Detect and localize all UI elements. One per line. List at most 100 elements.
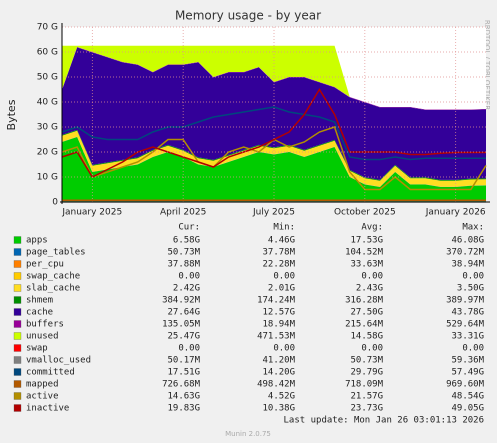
y-tick-label: 0 xyxy=(52,198,58,208)
legend-stat: 471.53M xyxy=(257,332,296,342)
legend-swatch xyxy=(13,320,22,328)
legend-swatch xyxy=(13,380,22,388)
legend-header: Avg: xyxy=(361,223,383,233)
legend-label: inactive xyxy=(26,404,69,414)
legend-swatch xyxy=(13,284,22,292)
legend-stat: 22.28M xyxy=(262,260,295,270)
y-tick-label: 40 G xyxy=(37,98,58,108)
x-tick-label: January 2026 xyxy=(425,208,486,218)
legend-stat: 29.79G xyxy=(350,368,383,378)
legend-stat: 46.08G xyxy=(451,236,484,246)
legend-stat: 498.42M xyxy=(257,380,296,390)
legend-stat: 0.00 xyxy=(462,272,484,282)
legend-stat: 50.73M xyxy=(167,248,200,258)
line xyxy=(61,88,486,178)
legend-swatch xyxy=(13,236,22,244)
legend-stat: 0.00 xyxy=(273,272,295,282)
legend-label: buffers xyxy=(26,320,64,330)
legend-stat: 3.50G xyxy=(457,284,484,294)
legend-label: committed xyxy=(26,368,75,378)
legend-stat: 135.05M xyxy=(162,320,201,330)
y-tick-label: 10 G xyxy=(37,173,58,183)
legend-swatch xyxy=(13,368,22,376)
legend-stat: 33.63M xyxy=(350,260,383,270)
legend-stat: 174.24M xyxy=(257,296,296,306)
legend-stat: 41.20M xyxy=(262,356,295,366)
legend-stat: 14.20G xyxy=(262,368,295,378)
y-tick-label: 20 G xyxy=(37,148,58,158)
legend-swatch xyxy=(13,248,22,256)
legend-stat: 4.52G xyxy=(268,392,295,402)
legend-stat: 37.88M xyxy=(167,260,200,270)
legend-stat: 43.78G xyxy=(451,308,484,318)
legend-label: cache xyxy=(26,308,53,318)
legend-stat: 0.00 xyxy=(178,272,200,282)
legend-stat: 316.28M xyxy=(345,296,384,306)
legend-stat: 23.73G xyxy=(350,404,383,414)
legend-stat: 104.52M xyxy=(345,248,384,258)
legend-stat: 21.57G xyxy=(350,392,383,402)
footer: Last update: Mon Jan 26 03:01:13 2026 xyxy=(284,416,484,426)
y-tick-label: 60 G xyxy=(37,48,58,58)
legend-stat: 726.68M xyxy=(162,380,201,390)
legend-label: swap_cache xyxy=(26,272,80,282)
legend-stat: 27.64G xyxy=(167,308,200,318)
area xyxy=(62,47,486,180)
legend-stat: 12.57G xyxy=(262,308,295,318)
y-tick-label: 30 G xyxy=(37,123,58,133)
legend-stat: 370.72M xyxy=(446,248,485,258)
legend-swatch xyxy=(13,356,22,364)
legend-header: Max: xyxy=(462,223,484,233)
legend-stat: 19.83G xyxy=(167,404,200,414)
legend-stat: 37.78M xyxy=(262,248,295,258)
legend-header: Cur: xyxy=(178,223,200,233)
legend-stat: 48.54G xyxy=(451,392,484,402)
legend-stat: 529.64M xyxy=(446,320,485,330)
legend-stat: 0.00 xyxy=(462,344,484,354)
legend-stat: 50.17M xyxy=(167,356,200,366)
legend-label: swap xyxy=(26,344,48,354)
legend-header: Min: xyxy=(273,223,295,233)
legend-stat: 17.51G xyxy=(167,368,200,378)
legend-stat: 18.94M xyxy=(262,320,295,330)
legend-stat: 14.58G xyxy=(350,332,383,342)
x-tick-label: January 2025 xyxy=(61,208,122,218)
legend-stat: 49.05G xyxy=(451,404,484,414)
y-tick-label: 70 G xyxy=(37,23,58,33)
legend-stat: 0.00 xyxy=(178,344,200,354)
legend-stat: 718.09M xyxy=(345,380,384,390)
x-tick-label: October 2025 xyxy=(334,208,396,218)
legend-swatch xyxy=(13,332,22,340)
legend-label: per_cpu xyxy=(26,260,64,270)
legend-stat: 57.49G xyxy=(451,368,484,378)
legend-stat: 17.53G xyxy=(350,236,383,246)
legend-swatch xyxy=(13,272,22,280)
chart-title: Memory usage - by year xyxy=(175,9,321,23)
legend-label: apps xyxy=(26,236,48,246)
legend-stat: 384.92M xyxy=(162,296,201,306)
legend-stat: 10.38G xyxy=(262,404,295,414)
legend-label: shmem xyxy=(26,296,53,306)
x-tick-label: July 2025 xyxy=(252,208,295,218)
legend-stat: 969.60M xyxy=(446,380,485,390)
y-tick-label: 50 G xyxy=(37,73,58,83)
x-tick-label: April 2025 xyxy=(160,208,206,218)
legend-stat: 38.94M xyxy=(451,260,484,270)
y-axis-label: Bytes xyxy=(5,99,18,130)
legend-swatch xyxy=(13,404,22,412)
legend-label: vmalloc_used xyxy=(26,356,91,366)
legend-stat: 0.00 xyxy=(361,272,383,282)
area xyxy=(62,130,486,187)
legend-stat: 59.36M xyxy=(451,356,484,366)
legend-swatch xyxy=(13,260,22,268)
legend-stat: 2.43G xyxy=(356,284,383,294)
legend-swatch xyxy=(13,344,22,352)
legend-stat: 215.64M xyxy=(345,320,384,330)
legend-label: page_tables xyxy=(26,248,86,258)
legend-stat: 27.50G xyxy=(350,308,383,318)
legend-stat: 4.46G xyxy=(268,236,295,246)
line xyxy=(61,106,486,161)
legend-stat: 2.42G xyxy=(173,284,200,294)
legend-swatch xyxy=(13,296,22,304)
